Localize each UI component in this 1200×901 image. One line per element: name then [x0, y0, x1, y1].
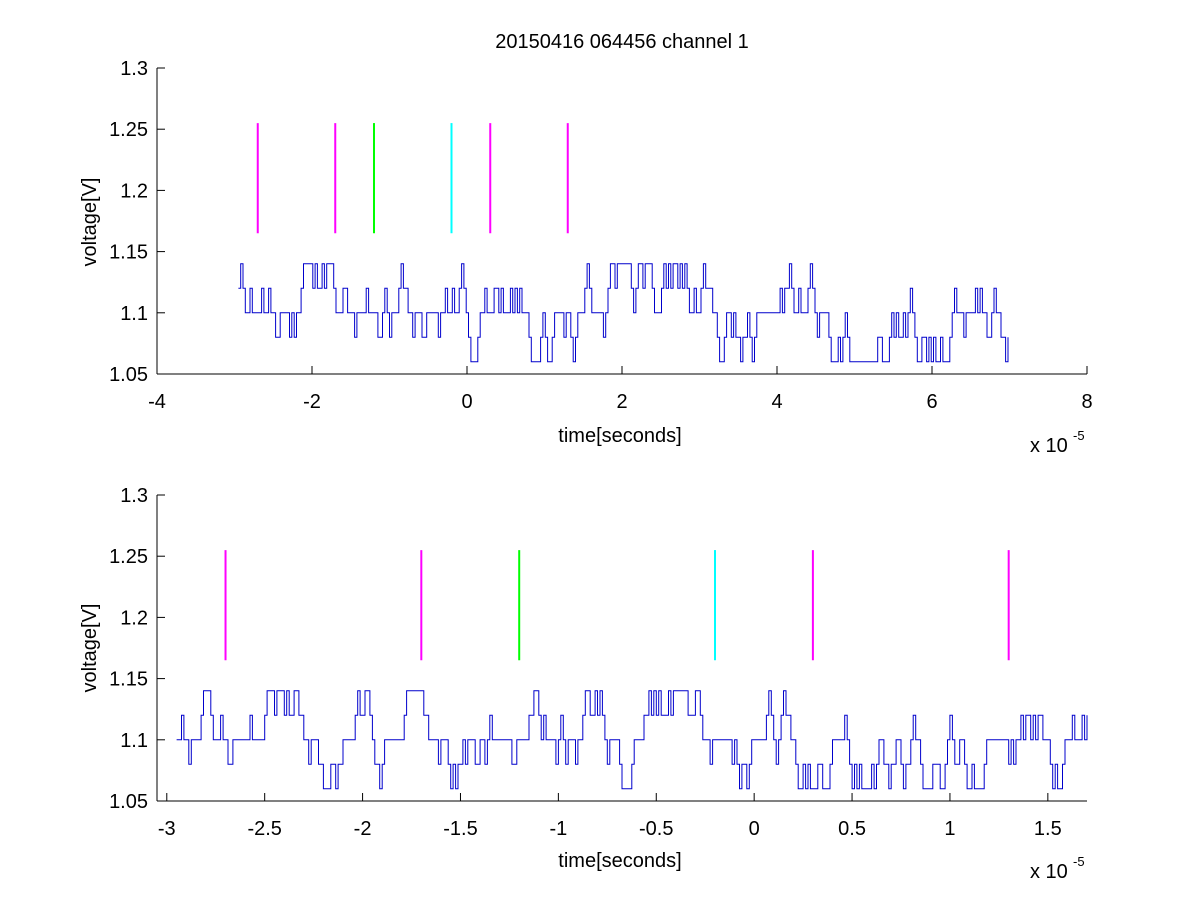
x-tick-label: -2.5	[247, 818, 281, 840]
x-tick-label: 0	[461, 391, 472, 413]
axes-bottom	[156, 494, 1087, 802]
x-tick-label: -2	[354, 818, 372, 840]
signal-trace-bottom	[176, 690, 1088, 790]
x-tick-label: -1.5	[443, 818, 477, 840]
y-tick-label: 1.1	[120, 303, 148, 325]
x-tick-label: -3	[158, 818, 176, 840]
x-exponent-label: -5	[1073, 854, 1085, 869]
y-tick-label: 1.05	[109, 364, 148, 386]
y-axis-label: voltage[V]	[79, 178, 101, 267]
x-tick-label: 8	[1081, 391, 1092, 413]
signal-line	[176, 690, 1088, 790]
x-tick-label: 0	[749, 818, 760, 840]
tick-labels-top: -4 -2 0 2 4 6 8 1.05 1.1 1.15 1.2 1.25 1.3	[109, 58, 1093, 413]
y-tick-label: 1.2	[120, 607, 148, 629]
y-tick-label: 1.25	[109, 546, 148, 568]
signal-trace-top	[238, 263, 1009, 363]
x-tick-label: 6	[926, 391, 937, 413]
y-tick-label: 1.05	[109, 791, 148, 813]
x-multiplier-label: x 10	[1030, 435, 1068, 457]
y-tick-label: 1.15	[109, 669, 148, 691]
x-axis-label: time[seconds]	[558, 425, 681, 447]
x-tick-label: 0.5	[838, 818, 866, 840]
x-tick-label: 1	[944, 818, 955, 840]
y-axis-label: voltage[V]	[79, 604, 101, 693]
y-tick-label: 1.2	[120, 180, 148, 202]
subplot-bottom: -3 -2.5 -2 -1.5 -1 -0.5 0 0.5 1 1.5 1.05 1.1 1.15 1.2…	[79, 485, 1088, 883]
x-tick-label: -0.5	[639, 818, 673, 840]
x-tick-label: 4	[771, 391, 782, 413]
x-axis-label: time[seconds]	[558, 850, 681, 872]
signal-line	[238, 263, 1009, 363]
y-tick-label: 1.1	[120, 730, 148, 752]
y-tick-label: 1.15	[109, 242, 148, 264]
axes-top	[156, 67, 1088, 375]
x-exponent-label: -5	[1073, 428, 1085, 443]
x-tick-label: 1.5	[1034, 818, 1062, 840]
chart-title: 20150416 064456 channel 1	[495, 31, 749, 53]
tick-labels-bottom: -3 -2.5 -2 -1.5 -1 -0.5 0 0.5 1 1.5 1.05 1.1 1.15 1.2…	[109, 485, 1062, 840]
event-markers-bottom	[224, 550, 1010, 661]
x-tick-label: -2	[303, 391, 321, 413]
x-tick-label: -4	[148, 391, 166, 413]
y-tick-label: 1.3	[120, 58, 148, 80]
event-markers-top	[256, 123, 569, 234]
x-tick-label: 2	[616, 391, 627, 413]
y-tick-label: 1.25	[109, 119, 148, 141]
x-tick-label: -1	[549, 818, 567, 840]
y-tick-label: 1.3	[120, 485, 148, 507]
x-multiplier-label: x 10	[1030, 861, 1068, 883]
subplot-top: 20150416 064456 channel 1 -4 -2 0 2 4 6 8 1.05 1…	[79, 31, 1093, 457]
